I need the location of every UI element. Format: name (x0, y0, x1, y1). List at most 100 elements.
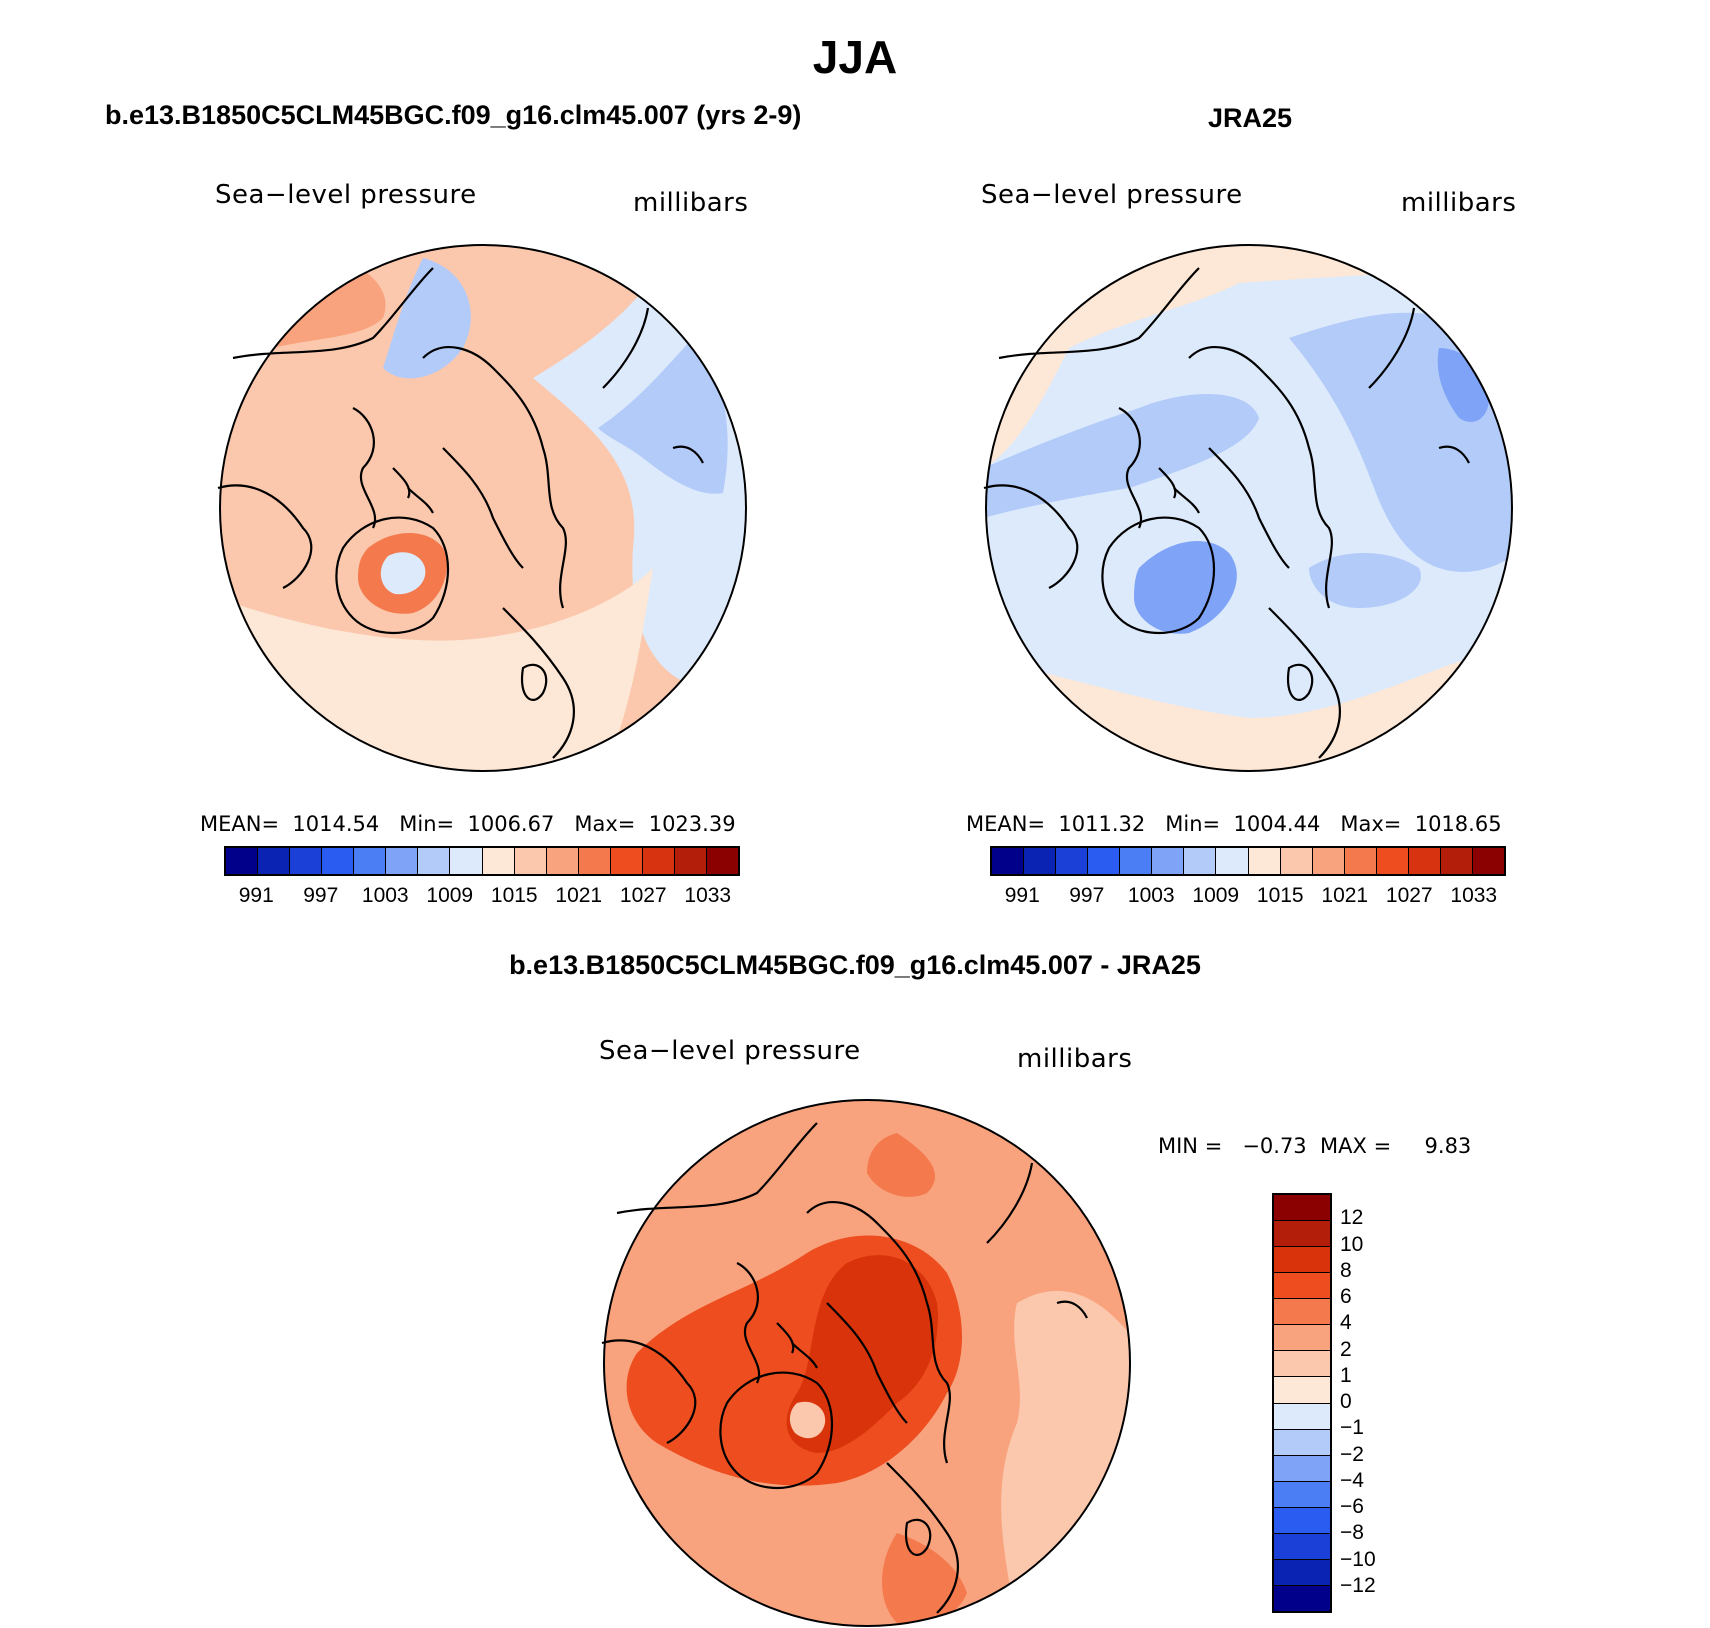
colorbar-cell (418, 848, 451, 874)
colorbar-cell (674, 848, 707, 874)
colorbar-cell (482, 848, 515, 874)
colorbar-tick-label: 1015 (1256, 884, 1304, 907)
colorbar-cell (992, 848, 1025, 874)
colorbar-cell (1274, 1221, 1330, 1248)
colorbar-tick-label: 991 (238, 884, 274, 907)
model-colorbar (224, 846, 740, 876)
colorbar-tick-label: −10 (1340, 1547, 1376, 1571)
diff-polar-map (601, 1099, 1131, 1627)
colorbar-cell (1440, 848, 1473, 874)
obs-coastlines (983, 267, 1470, 759)
colorbar-tick-label: 0 (1340, 1390, 1352, 1413)
colorbar-tick-label: 10 (1340, 1232, 1364, 1256)
colorbar-cell (1274, 1325, 1330, 1352)
colorbar-tick-label: 8 (1340, 1258, 1352, 1282)
diff-variable-label: Sea−level pressure (599, 1036, 861, 1066)
colorbar-cell (1274, 1429, 1330, 1456)
colorbar-cell (226, 848, 259, 874)
colorbar-cell (354, 848, 387, 874)
colorbar-cell (290, 848, 323, 874)
colorbar-cell (642, 848, 675, 874)
colorbar-tick-label: 1003 (1127, 884, 1175, 907)
colorbar-cell (1120, 848, 1153, 874)
colorbar-cell (514, 848, 547, 874)
colorbar-cell (1274, 1507, 1330, 1534)
colorbar-cell (1184, 848, 1217, 874)
colorbar-cell (258, 848, 291, 874)
colorbar-cell (1274, 1403, 1330, 1430)
colorbar-tick-label: −4 (1340, 1468, 1364, 1492)
colorbar-tick-label: −6 (1340, 1495, 1364, 1518)
colorbar-cell (1274, 1273, 1330, 1300)
obs-region-greenland-pale (1134, 541, 1237, 634)
colorbar-cell (1274, 1455, 1330, 1482)
model-coastlines (217, 267, 704, 759)
colorbar-cell (1216, 848, 1249, 874)
colorbar-cell (1376, 848, 1409, 874)
obs-variable-label: Sea−level pressure (981, 180, 1243, 210)
colorbar-cell (546, 848, 579, 874)
obs-map-border (985, 244, 1513, 772)
colorbar-cell (1344, 848, 1377, 874)
colorbar-cell (1472, 848, 1504, 874)
diff-region-outer-pale (1001, 1290, 1130, 1626)
colorbar-cell (1248, 848, 1281, 874)
diff-units-label: millibars (1017, 1044, 1133, 1074)
obs-stats: MEAN= 1011.32 Min= 1004.44 Max= 1018.65 (966, 812, 1502, 836)
obs-colorbar (990, 846, 1506, 876)
colorbar-tick-label: −12 (1340, 1573, 1376, 1597)
colorbar-tick-label: −2 (1340, 1442, 1364, 1466)
colorbar-cell (1274, 1299, 1330, 1326)
model-region-greenland-core (380, 552, 426, 595)
colorbar-tick-label: 1 (1340, 1363, 1352, 1387)
colorbar-cell (706, 848, 738, 874)
colorbar-cell (1274, 1351, 1330, 1378)
colorbar-tick-label: 2 (1340, 1337, 1352, 1361)
colorbar-tick-label: 1027 (619, 884, 667, 907)
colorbar-tick-label: 1021 (555, 884, 603, 907)
obs-region-west-pale-band (986, 394, 1259, 518)
colorbar-cell (1274, 1481, 1330, 1508)
diff-colorbar-labels: 12 10 8 6 4 2 1 0 −1 −2 −4 −6 −8 −10 −12 (1340, 1193, 1420, 1613)
colorbar-cell (450, 848, 483, 874)
colorbar-cell (1274, 1195, 1330, 1222)
model-units-label: millibars (633, 188, 749, 218)
colorbar-cell (1274, 1559, 1330, 1586)
obs-region-north-rim-pale (986, 245, 1512, 468)
colorbar-cell (1408, 848, 1441, 874)
model-panel-title: b.e13.B1850C5CLM45BGC.f09_g16.clm45.007 … (105, 100, 802, 130)
colorbar-tick-label: 997 (303, 884, 339, 907)
colorbar-cell (1274, 1585, 1330, 1611)
colorbar-cell (1274, 1377, 1330, 1404)
model-map-border (219, 244, 747, 772)
colorbar-tick-label: 991 (1004, 884, 1040, 907)
colorbar-tick-label: 1009 (1192, 884, 1240, 907)
obs-region-barents-pale (1309, 553, 1421, 608)
diff-region-greenland-core (789, 1401, 826, 1439)
colorbar-tick-label: −1 (1340, 1416, 1364, 1440)
colorbar-cell (610, 848, 643, 874)
colorbar-cell (578, 848, 611, 874)
colorbar-tick-label: 1015 (490, 884, 538, 907)
model-stats: MEAN= 1014.54 Min= 1006.67 Max= 1023.39 (200, 812, 736, 836)
colorbar-tick-label: 1033 (684, 884, 732, 907)
diff-coastlines (601, 1122, 1088, 1614)
colorbar-tick-label: 1033 (1450, 884, 1498, 907)
obs-colorbar-labels: 991 997 1003 1009 1015 1021 1027 1033 (990, 884, 1506, 910)
colorbar-tick-label: 997 (1069, 884, 1105, 907)
obs-units-label: millibars (1401, 188, 1517, 218)
colorbar-cell (386, 848, 419, 874)
model-colorbar-labels: 991 997 1003 1009 1015 1021 1027 1033 (224, 884, 740, 910)
colorbar-tick-label: 12 (1340, 1206, 1364, 1230)
colorbar-tick-label: 1027 (1385, 884, 1433, 907)
diff-region-central-core (786, 1255, 938, 1453)
colorbar-tick-label: 1021 (1321, 884, 1369, 907)
colorbar-cell (1312, 848, 1345, 874)
diff-colorbar (1272, 1193, 1332, 1613)
colorbar-tick-label: 1009 (426, 884, 474, 907)
obs-region-pacific-core (1437, 348, 1489, 422)
diff-stats: MIN = −0.73 MAX = 9.83 (1158, 1134, 1472, 1158)
colorbar-tick-label: 1003 (361, 884, 409, 907)
colorbar-cell (322, 848, 355, 874)
page-title: JJA (812, 31, 898, 83)
